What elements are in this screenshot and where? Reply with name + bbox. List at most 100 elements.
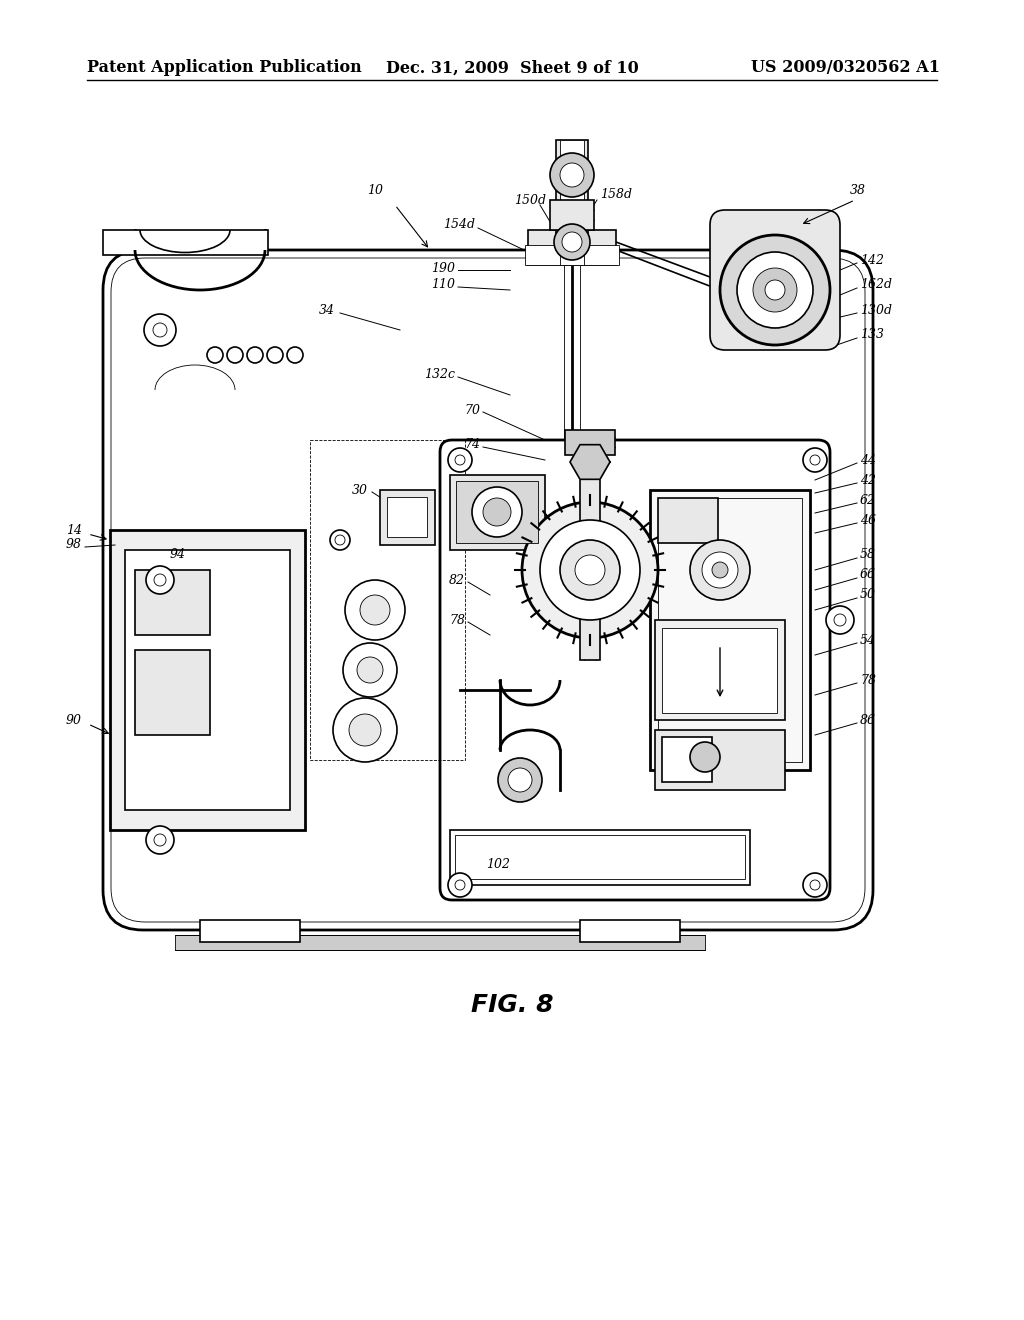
FancyBboxPatch shape (710, 210, 840, 350)
Circle shape (765, 280, 785, 300)
Text: 110: 110 (431, 279, 455, 292)
Text: 38: 38 (850, 183, 866, 197)
Bar (135, 570, 210, 635)
Bar (310, 440, 465, 760)
Circle shape (449, 447, 472, 473)
Text: 44: 44 (860, 454, 876, 466)
Circle shape (343, 643, 397, 697)
Circle shape (349, 714, 381, 746)
Text: 30: 30 (352, 483, 368, 496)
Bar (560, 140, 584, 265)
Circle shape (333, 698, 397, 762)
Text: 162d: 162d (860, 279, 892, 292)
Text: 90: 90 (66, 714, 82, 726)
Bar (125, 550, 290, 810)
Text: 133: 133 (860, 329, 884, 342)
Bar (550, 201, 594, 230)
Circle shape (753, 268, 797, 312)
Text: Patent Application Publication: Patent Application Publication (87, 59, 361, 77)
Text: 130d: 130d (860, 304, 892, 317)
Bar (662, 737, 712, 781)
Bar (450, 830, 750, 884)
Text: 86: 86 (860, 714, 876, 726)
Text: 190: 190 (431, 261, 455, 275)
Bar (658, 498, 802, 762)
Bar (175, 935, 705, 950)
Bar (200, 920, 300, 942)
Text: 34: 34 (319, 304, 335, 317)
Bar (580, 920, 680, 942)
Circle shape (540, 520, 640, 620)
Circle shape (712, 562, 728, 578)
Bar (580, 440, 600, 660)
Circle shape (345, 579, 406, 640)
Text: US 2009/0320562 A1: US 2009/0320562 A1 (751, 59, 940, 77)
Bar (662, 628, 777, 713)
Circle shape (690, 742, 720, 772)
Bar (525, 246, 618, 265)
Text: 102: 102 (486, 858, 510, 871)
Bar (528, 230, 616, 265)
Circle shape (560, 162, 584, 187)
Circle shape (483, 498, 511, 525)
Circle shape (146, 826, 174, 854)
Bar (387, 498, 427, 537)
Circle shape (550, 153, 594, 197)
Circle shape (508, 768, 532, 792)
FancyBboxPatch shape (103, 249, 873, 931)
Circle shape (690, 540, 750, 601)
Circle shape (449, 873, 472, 898)
Circle shape (560, 540, 620, 601)
Circle shape (498, 758, 542, 803)
Text: 58: 58 (860, 549, 876, 561)
Circle shape (826, 606, 854, 634)
Circle shape (737, 252, 813, 327)
Bar (110, 531, 305, 830)
Circle shape (360, 595, 390, 624)
Text: 74: 74 (464, 438, 480, 451)
Text: 82: 82 (449, 573, 465, 586)
Circle shape (720, 235, 830, 345)
Circle shape (702, 552, 738, 587)
Circle shape (330, 531, 350, 550)
Circle shape (472, 487, 522, 537)
Bar (655, 620, 785, 719)
Text: 78: 78 (860, 673, 876, 686)
Text: 66: 66 (860, 569, 876, 582)
Bar (103, 230, 268, 255)
FancyBboxPatch shape (440, 440, 830, 900)
Bar (650, 490, 810, 770)
Text: 154d: 154d (443, 219, 475, 231)
Text: 10: 10 (367, 183, 383, 197)
Polygon shape (570, 445, 610, 479)
Text: Dec. 31, 2009  Sheet 9 of 10: Dec. 31, 2009 Sheet 9 of 10 (386, 59, 638, 77)
Circle shape (562, 232, 582, 252)
Circle shape (554, 224, 590, 260)
Bar (655, 730, 785, 789)
Circle shape (575, 554, 605, 585)
Circle shape (357, 657, 383, 682)
Text: 42: 42 (860, 474, 876, 487)
Text: 98: 98 (66, 539, 82, 552)
Text: 62: 62 (860, 494, 876, 507)
Bar (565, 430, 615, 455)
Text: 142: 142 (860, 253, 884, 267)
Bar (658, 498, 718, 543)
Text: 14: 14 (66, 524, 82, 536)
Text: 94: 94 (170, 549, 186, 561)
Text: 50: 50 (860, 589, 876, 602)
Circle shape (146, 566, 174, 594)
Circle shape (522, 502, 658, 638)
Text: 46: 46 (860, 513, 876, 527)
Circle shape (803, 873, 827, 898)
Text: 78: 78 (449, 614, 465, 627)
Text: 150d: 150d (514, 194, 546, 206)
Bar (556, 140, 588, 265)
Text: 70: 70 (464, 404, 480, 417)
Circle shape (803, 447, 827, 473)
Bar (450, 475, 545, 550)
Circle shape (144, 314, 176, 346)
Bar (455, 836, 745, 879)
Text: 54: 54 (860, 634, 876, 647)
Text: 158d: 158d (600, 189, 632, 202)
